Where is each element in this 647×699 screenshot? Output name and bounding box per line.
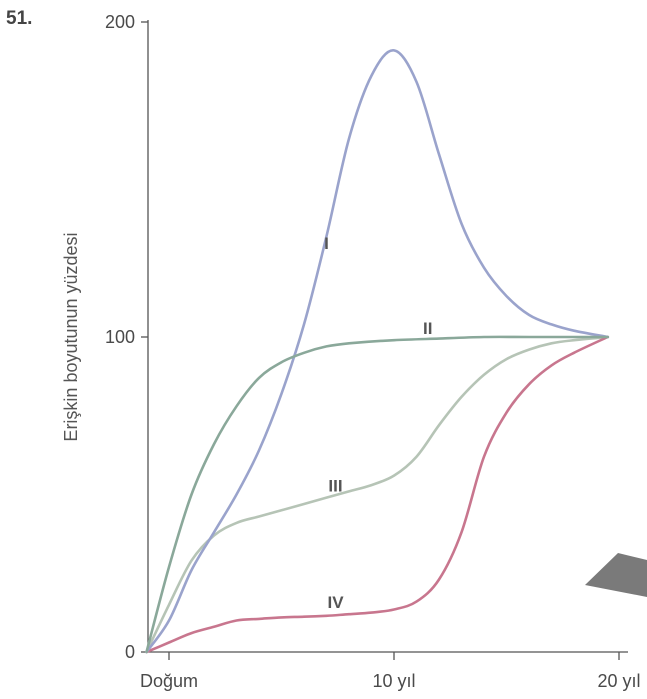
y-tick-label: 200 xyxy=(105,12,135,32)
series-line-iv xyxy=(145,335,610,654)
series-line-iii xyxy=(145,335,610,654)
axes xyxy=(147,20,628,653)
series-line-ii xyxy=(145,335,610,654)
y-axis-title: Erişkin boyutunun yüzdesi xyxy=(61,232,81,441)
series-label-ii: II xyxy=(423,319,432,338)
x-tick-label: 10 yıl xyxy=(372,671,415,691)
x-tick-label: 20 yıl xyxy=(597,671,640,691)
y-tick-label: 0 xyxy=(125,642,135,662)
y-tick-label: 100 xyxy=(105,327,135,347)
decorative-wedge-shape xyxy=(585,553,647,597)
series-line-i xyxy=(145,49,610,654)
y-ticks: 0 100 200 xyxy=(105,12,148,662)
x-ticks: Doğum 10 yıl 20 yıl xyxy=(140,652,641,691)
question-number: 51. xyxy=(6,8,33,29)
x-tick-label: Doğum xyxy=(140,671,198,691)
series-label-iv: IV xyxy=(327,593,344,612)
series-label-iii: III xyxy=(328,476,342,495)
curves xyxy=(145,49,610,654)
series-label-i: I xyxy=(324,234,329,253)
